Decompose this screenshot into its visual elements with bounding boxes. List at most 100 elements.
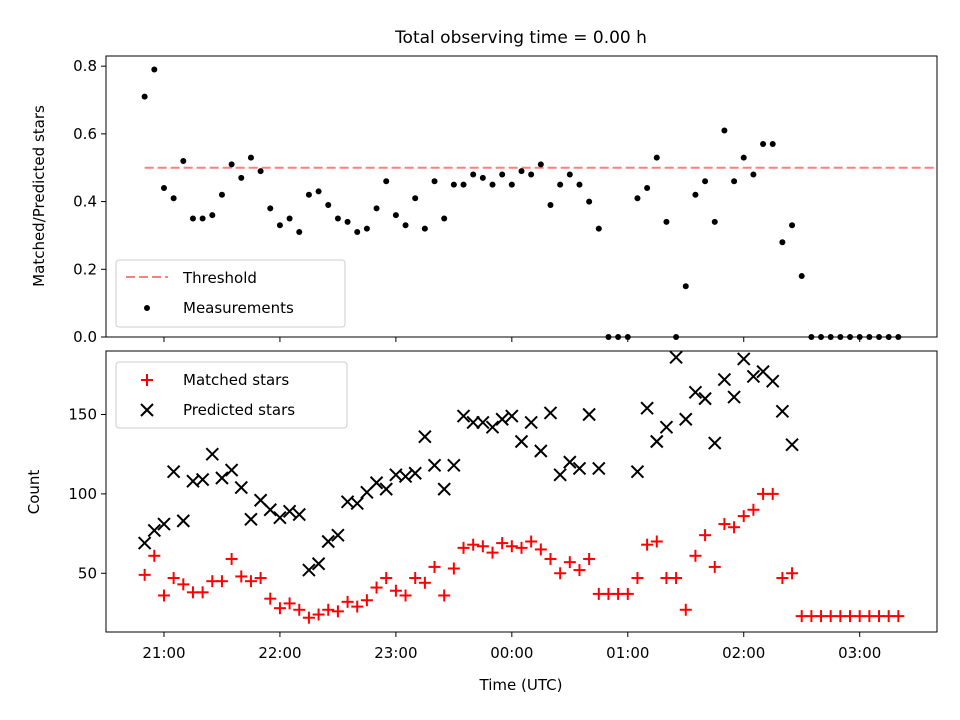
predicted-point <box>437 482 451 496</box>
measurement-point <box>363 225 370 232</box>
predicted-point <box>659 420 674 434</box>
measurement-point <box>257 168 264 175</box>
predicted-point <box>302 563 316 577</box>
legend-predicted-label: Predicted stars <box>183 401 295 419</box>
measurement-point <box>470 171 477 178</box>
count-legend-box <box>115 361 348 429</box>
matched-point <box>273 602 286 615</box>
matched-point <box>786 567 799 580</box>
predicted-point <box>746 369 761 384</box>
measurement-point <box>160 185 167 192</box>
matched-point <box>467 538 480 551</box>
matched-point <box>476 540 489 553</box>
matched-point <box>689 549 702 562</box>
predicted-point <box>737 352 751 366</box>
matched-point <box>138 568 151 581</box>
count-y-tick-label: 100 <box>68 485 97 503</box>
measurement-point <box>798 273 805 280</box>
predicted-point <box>466 415 480 430</box>
measurement-point <box>750 171 757 178</box>
legend-matched-swatch <box>141 374 153 386</box>
matched-point <box>728 521 741 534</box>
predicted-point <box>195 472 210 487</box>
predicted-point <box>775 404 790 419</box>
predicted-point <box>263 503 277 517</box>
predicted-point <box>650 434 664 449</box>
measurement-point <box>634 195 641 202</box>
predicted-point <box>582 407 596 422</box>
predicted-point <box>669 350 683 365</box>
matched-point <box>747 503 760 516</box>
matched-point <box>583 552 596 565</box>
predicted-point <box>727 390 741 404</box>
predicted-point <box>321 534 335 549</box>
predicted-point <box>534 444 548 458</box>
predicted-point <box>418 430 432 444</box>
measurement-point <box>199 215 206 222</box>
predicted-point <box>514 434 529 449</box>
ratio-y-tick-label: 0.6 <box>73 125 97 143</box>
predicted-point <box>630 464 645 479</box>
predicted-point <box>543 406 558 420</box>
measurement-point <box>528 171 535 178</box>
matched-point <box>641 538 654 551</box>
matched-point <box>708 560 721 573</box>
x-tick-label: 23:00 <box>374 644 417 662</box>
measurement-point <box>663 218 670 225</box>
measurement-point <box>450 181 457 188</box>
measurement-point <box>595 225 602 232</box>
count-legend: Matched stars Predicted stars <box>115 361 348 429</box>
matched-point <box>515 541 528 554</box>
predicted-point <box>273 510 287 525</box>
predicted-point <box>592 461 606 476</box>
measurement-point <box>499 171 506 178</box>
predicted-point <box>137 536 152 550</box>
predicted-point <box>369 476 384 490</box>
matched-point <box>650 535 663 548</box>
measurement-point <box>315 188 322 195</box>
count-x-ticks: 21:00 22:00 23:00 00:00 01:00 02:00 03:00 <box>142 632 881 662</box>
matched-point <box>563 556 576 569</box>
legend-measurements-label: Measurements <box>183 299 294 317</box>
predicted-point <box>282 504 297 519</box>
measurement-point <box>305 191 312 198</box>
matched-point <box>177 578 190 591</box>
predicted-point <box>205 447 219 461</box>
matched-point <box>293 603 306 616</box>
measurement-point <box>644 185 651 192</box>
predicted-point <box>157 517 171 531</box>
matched-point <box>525 535 538 548</box>
predicted-point <box>244 512 258 526</box>
matched-point <box>505 540 518 553</box>
predicted-point <box>572 461 587 476</box>
count-y-ticks: 50 100 150 <box>68 406 106 582</box>
measurement-point <box>779 239 786 246</box>
count-y-tick-label: 150 <box>68 406 97 424</box>
measurement-point <box>537 161 544 168</box>
measurement-point <box>692 191 699 198</box>
matched-point <box>621 587 634 600</box>
predicted-point <box>785 437 799 452</box>
measurement-point <box>518 168 525 175</box>
matched-point <box>699 529 712 542</box>
legend-threshold-label: Threshold <box>182 269 257 287</box>
measurement-point <box>789 222 796 229</box>
predicted-point <box>476 415 490 430</box>
matched-point <box>457 541 470 554</box>
measurement-point <box>325 201 332 208</box>
matched-point <box>670 572 683 585</box>
predicted-point <box>331 528 345 542</box>
predicted-point <box>717 372 732 387</box>
matched-point <box>196 586 209 599</box>
ratio-panel: 0.00.20.40.60.8 Matched/Predicted stars … <box>30 55 938 346</box>
x-tick-label: 22:00 <box>258 644 301 662</box>
matched-point <box>244 575 257 588</box>
matched-point <box>718 518 731 531</box>
legend-matched-label: Matched stars <box>183 371 289 389</box>
matched-point <box>418 576 431 589</box>
predicted-point <box>447 458 461 473</box>
matched-point <box>534 543 547 556</box>
measurement-point <box>170 195 177 202</box>
matched-point <box>148 549 161 562</box>
